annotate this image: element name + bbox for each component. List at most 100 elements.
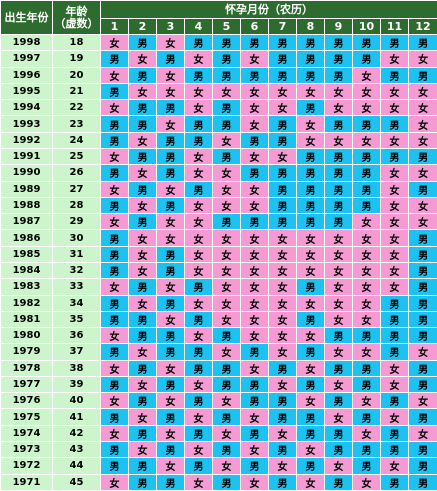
birth-year-cell: 1995 <box>1 83 53 99</box>
birth-year-cell: 1973 <box>1 442 53 458</box>
gender-cell: 女 <box>185 262 213 278</box>
gender-cell: 女 <box>241 409 269 425</box>
gender-cell: 男 <box>157 376 185 392</box>
gender-cell: 女 <box>241 279 269 295</box>
gender-cell: 男 <box>325 116 353 132</box>
gender-cell: 女 <box>157 425 185 441</box>
gender-cell: 男 <box>213 328 241 344</box>
gender-cell: 男 <box>241 393 269 409</box>
gender-cell: 男 <box>269 51 297 67</box>
gender-cell: 女 <box>129 376 157 392</box>
gender-cell: 女 <box>409 165 437 181</box>
gender-cell: 男 <box>157 344 185 360</box>
gender-cell: 女 <box>157 279 185 295</box>
age-cell: 43 <box>53 442 101 458</box>
gender-cell: 女 <box>241 295 269 311</box>
gender-cell: 男 <box>325 425 353 441</box>
gender-cell: 女 <box>325 376 353 392</box>
gender-cell: 男 <box>353 51 381 67</box>
gender-cell: 男 <box>185 181 213 197</box>
gender-cell: 男 <box>409 376 437 392</box>
gender-cell: 女 <box>409 425 437 441</box>
gender-cell: 男 <box>409 409 437 425</box>
birth-year-cell: 1981 <box>1 311 53 327</box>
gender-cell: 女 <box>409 83 437 99</box>
gender-cell: 男 <box>129 360 157 376</box>
gender-cell: 女 <box>185 246 213 262</box>
gender-cell: 男 <box>325 328 353 344</box>
birth-year-cell: 1993 <box>1 116 53 132</box>
month-header-4: 4 <box>185 19 213 35</box>
gender-cell: 女 <box>157 181 185 197</box>
gender-cell: 女 <box>269 376 297 392</box>
gender-cell: 女 <box>381 51 409 67</box>
age-cell: 22 <box>53 100 101 116</box>
gender-cell: 男 <box>213 214 241 230</box>
gender-cell: 女 <box>269 311 297 327</box>
gender-cell: 女 <box>213 311 241 327</box>
gender-cell: 女 <box>185 165 213 181</box>
gender-cell: 男 <box>129 458 157 474</box>
gender-cell: 女 <box>157 230 185 246</box>
gender-cell: 男 <box>129 148 157 164</box>
gender-cell: 男 <box>129 181 157 197</box>
gender-cell: 男 <box>157 148 185 164</box>
gender-cell: 女 <box>129 132 157 148</box>
gender-cell: 男 <box>157 295 185 311</box>
gender-cell: 男 <box>297 279 325 295</box>
gender-cell: 男 <box>241 67 269 83</box>
gender-cell: 女 <box>157 360 185 376</box>
gender-cell: 女 <box>325 458 353 474</box>
gender-cell: 女 <box>241 148 269 164</box>
age-cell: 35 <box>53 311 101 327</box>
age-cell: 45 <box>53 474 101 490</box>
month-header-11: 11 <box>381 19 409 35</box>
gender-cell: 女 <box>157 214 185 230</box>
gender-cell: 女 <box>297 295 325 311</box>
birth-year-cell: 1997 <box>1 51 53 67</box>
gender-cell: 女 <box>297 230 325 246</box>
month-header-5: 5 <box>213 19 241 35</box>
gender-cell: 男 <box>213 148 241 164</box>
gender-cell: 男 <box>353 442 381 458</box>
gender-cell: 女 <box>353 83 381 99</box>
gender-cell: 女 <box>269 295 297 311</box>
gender-cell: 女 <box>185 83 213 99</box>
gender-cell: 女 <box>297 328 325 344</box>
gender-cell: 男 <box>185 425 213 441</box>
gender-cell: 女 <box>325 344 353 360</box>
gender-cell: 男 <box>129 425 157 441</box>
gender-cell: 女 <box>297 442 325 458</box>
gender-cell: 男 <box>101 116 129 132</box>
gender-cell: 女 <box>381 132 409 148</box>
gender-cell: 女 <box>409 197 437 213</box>
gender-cell: 女 <box>101 279 129 295</box>
gender-cell: 女 <box>101 148 129 164</box>
gender-cell: 女 <box>129 230 157 246</box>
gender-cell: 男 <box>157 51 185 67</box>
birth-year-cell: 1976 <box>1 393 53 409</box>
gender-cell: 女 <box>101 328 129 344</box>
gender-cell: 男 <box>157 165 185 181</box>
gender-cell: 男 <box>213 360 241 376</box>
gender-cell: 男 <box>269 35 297 51</box>
gender-cell: 男 <box>185 344 213 360</box>
gender-cell: 女 <box>185 474 213 490</box>
gender-cell: 女 <box>241 197 269 213</box>
gender-cell: 男 <box>325 148 353 164</box>
gender-cell: 男 <box>353 181 381 197</box>
gender-cell: 女 <box>297 132 325 148</box>
gender-cell: 女 <box>101 214 129 230</box>
gender-cell: 女 <box>101 35 129 51</box>
gender-cell: 女 <box>101 100 129 116</box>
gender-cell: 男 <box>297 311 325 327</box>
